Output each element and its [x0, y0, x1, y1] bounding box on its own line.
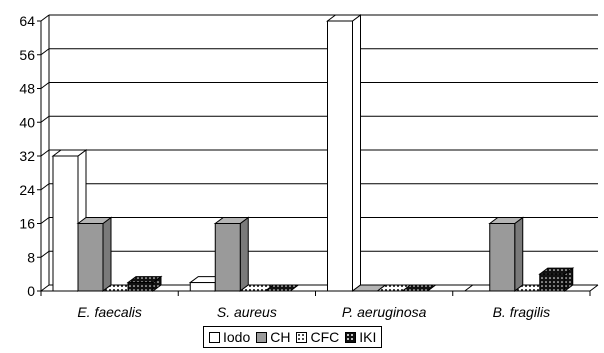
gridline-depth [40, 284, 50, 292]
y-tick-label: 56 [19, 47, 35, 63]
bar-top [263, 284, 300, 292]
y-tick-label: 24 [19, 182, 35, 198]
legend-item-cfc: CFC [296, 330, 339, 344]
bar-front [539, 273, 566, 292]
x-category-label: P. aeruginosa [342, 304, 427, 320]
bar-front [327, 20, 353, 292]
legend-swatch-cfc [296, 331, 308, 343]
y-tick-label: 8 [27, 249, 35, 265]
bar-iki-2 [401, 284, 437, 292]
gridline-depth [40, 14, 50, 22]
y-tick-label: 0 [27, 283, 35, 299]
y-tick-label: 48 [19, 81, 35, 97]
legend-label: Iodo [223, 329, 251, 345]
legend-swatch-iodo [209, 331, 220, 343]
floor-edge [589, 284, 599, 292]
bar-front [127, 282, 154, 292]
legend-swatch-ch [256, 331, 268, 343]
bar-iodo-2 [326, 14, 362, 292]
y-tick-labels: 0 8 16 24 32 40 48 56 64 [19, 13, 35, 299]
gridlines [40, 14, 598, 292]
gridline-depth [40, 183, 50, 191]
gridline-depth [40, 115, 50, 123]
gridline-depth [40, 82, 50, 89]
legend-item-ch: CH [256, 330, 290, 344]
bar-front [77, 223, 104, 292]
x-category-label: E. faecalis [77, 304, 142, 320]
bars [51, 14, 575, 292]
bar-side [514, 216, 524, 292]
bar-iki-0 [126, 275, 163, 292]
gridline-depth [40, 149, 50, 157]
bar-front [489, 223, 516, 292]
bar-iki-1 [263, 284, 300, 292]
bar-front [189, 282, 216, 292]
y-tick-label: 32 [19, 148, 35, 164]
y-tick-label: 16 [19, 216, 35, 232]
legend-item-iodo: Iodo [209, 330, 250, 344]
legend-item-iki: IKI [345, 330, 376, 344]
gridline-depth [40, 48, 50, 56]
legend-label: IKI [359, 329, 377, 345]
bar-ch-3 [488, 216, 525, 292]
y-tick-label: 40 [19, 114, 35, 130]
bar-iki-3 [538, 267, 575, 292]
bar-side [239, 216, 249, 292]
bar-front [52, 155, 79, 292]
bar-front [214, 223, 241, 292]
gridline-depth [40, 217, 50, 224]
bar-ch-1 [213, 216, 250, 292]
bar-ch-0 [76, 216, 113, 292]
legend-swatch-iki [345, 331, 357, 343]
x-category-label: S. aureus [217, 304, 277, 320]
legend-label: CFC [310, 329, 340, 345]
gridline-depth [40, 250, 50, 258]
legend-label: CH [270, 329, 291, 345]
bar-side [102, 216, 112, 292]
x-category-label: B. fragilis [493, 304, 551, 320]
bar-top [401, 284, 437, 292]
y-tick-label: 64 [19, 13, 35, 29]
bar-side [352, 14, 361, 292]
legend: Iodo CH CFC IKI [203, 326, 383, 348]
x-category-labels: E. faecalis S. aureus P. aeruginosa B. frag… [77, 304, 550, 320]
